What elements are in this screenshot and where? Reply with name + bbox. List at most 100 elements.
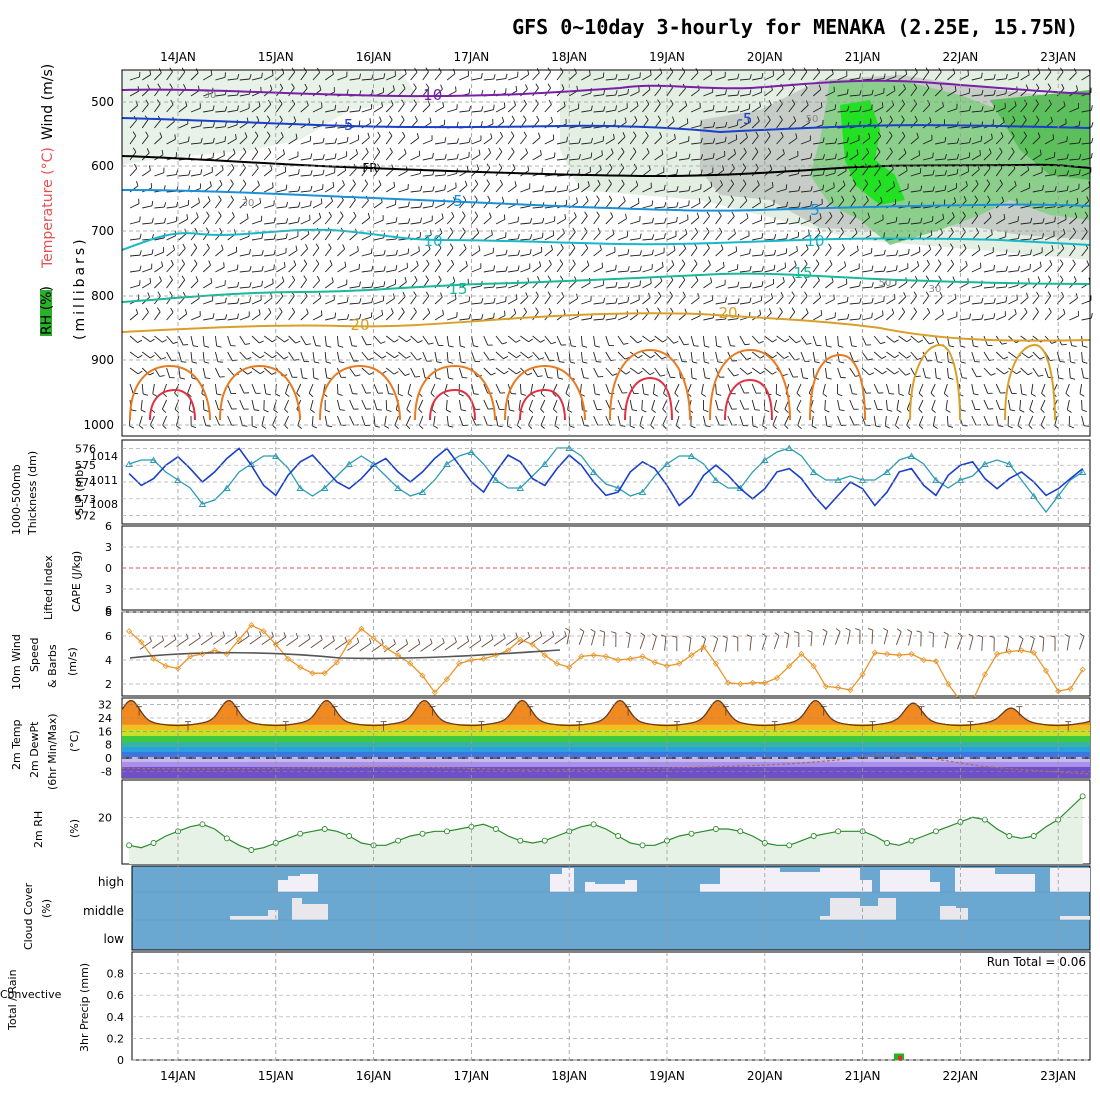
wind-barb-flag <box>175 134 176 139</box>
rh-point <box>249 848 254 853</box>
rh-point <box>1080 794 1085 799</box>
wind-barb-flag <box>602 150 603 155</box>
wind-barb-flag <box>419 246 420 251</box>
wind-barb-flag <box>977 376 982 377</box>
rh-tick-20: 20 <box>98 811 112 824</box>
cape-tick: 0 <box>105 562 112 575</box>
bottom-date-15JAN: 15JAN <box>258 1069 294 1083</box>
wind-barb-flag <box>138 294 139 299</box>
wind-barb-flag <box>176 216 177 221</box>
precip-tick-0.4: 0.4 <box>107 1011 125 1024</box>
wind-barb-flag <box>237 265 238 270</box>
top-date-17JAN: 17JAN <box>454 50 490 64</box>
wind-barb-flag <box>872 105 873 110</box>
wind10-tick-4: 4 <box>105 654 112 667</box>
wind-barb-flag <box>366 344 371 345</box>
rh-point <box>151 841 156 846</box>
wind-barb-flag <box>224 262 225 267</box>
temp2m-label-2: 2m DewPt <box>28 721 41 778</box>
wind-barb-flag <box>640 72 641 77</box>
contour-label: 20 <box>718 304 737 322</box>
top-date-21JAN: 21JAN <box>845 50 881 64</box>
rh-point <box>444 829 449 834</box>
precip-tick-0: 0 <box>117 1054 124 1067</box>
slp-tick-1008: 1008 <box>90 498 118 511</box>
top-date-19JAN: 19JAN <box>649 50 685 64</box>
wind-barb-flag <box>603 73 604 78</box>
rh-point <box>836 829 841 834</box>
wind-barb-flag <box>750 249 751 254</box>
temp2m-label-4: (°C) <box>68 730 81 752</box>
wind-barb-flag <box>834 182 835 187</box>
chart-title: GFS 0~10day 3-hourly for MENAKA (2.25E, … <box>512 15 1078 39</box>
run-total: Run Total = 0.06 <box>987 955 1086 969</box>
top-date-22JAN: 22JAN <box>943 50 979 64</box>
precip-tick-0.6: 0.6 <box>107 989 125 1002</box>
precip-tick-0.8: 0.8 <box>107 968 125 981</box>
wind-barb-flag <box>206 426 211 427</box>
wind-barb-flag <box>340 410 345 411</box>
temp-tick-0: 0 <box>105 752 112 765</box>
wind-barb-flag <box>590 70 591 75</box>
wind-barb-flag <box>1017 198 1018 203</box>
precip-bar-convective <box>898 1056 902 1060</box>
wind-barb-flag <box>1091 153 1092 158</box>
top-date-15JAN: 15JAN <box>258 50 294 64</box>
millibars-label: (millibars) <box>72 236 88 340</box>
wind-barb-flag <box>554 152 555 157</box>
temp2m-label-3: (6hr Min/Max) <box>46 713 59 790</box>
rh2m-panel: 20 2m RH (%) <box>32 780 1090 864</box>
wind-barb-flag <box>835 104 836 109</box>
wind-barb-flag <box>1066 214 1067 219</box>
contour-label: 5 <box>453 192 463 210</box>
wind-barb-flag <box>884 232 885 237</box>
rh2m-label-1: 2m RH <box>32 811 45 848</box>
rh-point <box>200 822 205 827</box>
rh-point <box>542 838 547 843</box>
contour-label: 30 <box>204 90 217 101</box>
rh-point <box>713 827 718 832</box>
temp-tick--8: -8 <box>101 765 112 778</box>
wind-barb-flag <box>968 70 969 75</box>
rh-point <box>982 817 987 822</box>
wind-barb-flag <box>321 198 322 203</box>
wind-barb-flag <box>218 362 223 363</box>
temp-tick-16: 16 <box>98 725 112 738</box>
contour-label: 50 <box>879 278 892 289</box>
bottom-date-18JAN: 18JAN <box>551 1069 587 1083</box>
slp-tick-1014: 1014 <box>90 450 118 463</box>
wind-barb-flag <box>456 86 457 91</box>
rh-point <box>616 834 621 839</box>
pressure-tick-1000: 1000 <box>83 418 114 432</box>
contour-label: 15 <box>793 264 812 282</box>
wind-barb-flag <box>931 230 932 235</box>
cape-label: CAPE (J/kg) <box>70 551 83 612</box>
top-date-16JAN: 16JAN <box>356 50 392 64</box>
wind10-label-4: (m/s) <box>66 647 79 676</box>
wind-barb-flag <box>389 394 394 395</box>
cloud-panel: Cloud Cover (%) high middle low <box>22 866 1090 950</box>
temp2m-label-1: 2m Temp <box>10 719 23 770</box>
pressure-tick-700: 700 <box>91 224 114 238</box>
temperature-label: Temperature (°C) <box>40 147 56 269</box>
rh-point <box>909 838 914 843</box>
wind-barb-flag <box>920 233 921 238</box>
wind-barb-flag <box>408 249 409 254</box>
wind-barb-flag <box>274 264 275 269</box>
wind-barb-flag <box>730 346 735 347</box>
contour-label: -5 <box>738 110 753 128</box>
wind-barb-flag <box>755 410 760 411</box>
cape-tick: 3 <box>105 583 112 596</box>
precip-label-2: Convective <box>0 988 62 1001</box>
rh-label: RH (%) <box>39 286 55 335</box>
top-date-18JAN: 18JAN <box>551 50 587 64</box>
wind10-tick-8: 8 <box>105 606 112 619</box>
slp-label: SLP (mb) <box>73 465 86 515</box>
thickness-label-1: 1000-500mb <box>10 464 23 535</box>
contour-label: -5 <box>339 116 354 134</box>
wind-barb-flag <box>736 246 737 251</box>
wind-barb-flag <box>689 200 690 205</box>
